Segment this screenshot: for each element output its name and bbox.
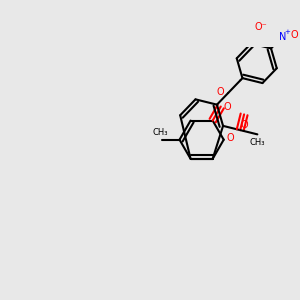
- Text: N: N: [279, 32, 286, 42]
- Text: CH₃: CH₃: [153, 128, 168, 137]
- Text: O: O: [240, 120, 248, 130]
- Text: CH₃: CH₃: [250, 138, 265, 147]
- Text: O⁻: O⁻: [254, 22, 267, 32]
- Text: O: O: [224, 101, 231, 112]
- Text: O: O: [227, 133, 234, 143]
- Text: O: O: [216, 86, 224, 97]
- Text: +: +: [285, 29, 290, 35]
- Text: O: O: [291, 30, 298, 40]
